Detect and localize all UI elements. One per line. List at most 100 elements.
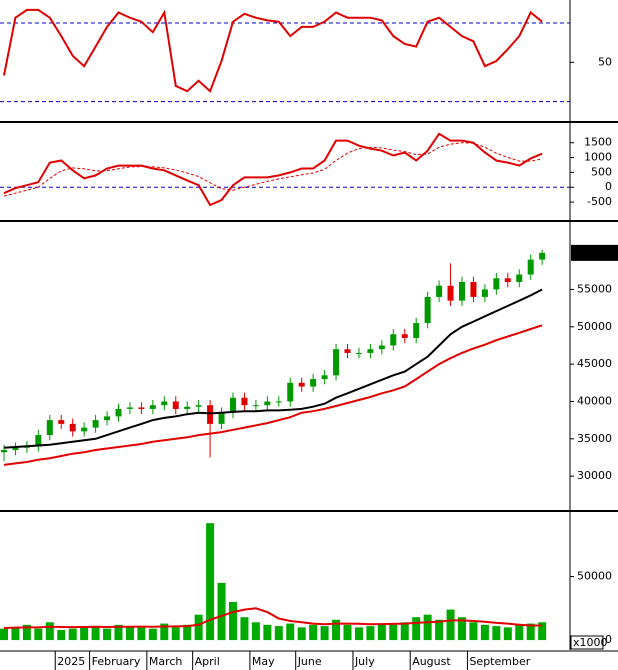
- line-series: [3, 8, 543, 93]
- volume-bar: [125, 627, 134, 641]
- candle-body: [447, 285, 454, 301]
- candle-body: [481, 289, 488, 297]
- candle-body: [104, 416, 111, 421]
- line-series: [3, 324, 543, 466]
- volume-bar: [148, 628, 157, 641]
- candle-body: [58, 420, 65, 424]
- volume-bar: [263, 624, 272, 641]
- volume-bar: [194, 614, 203, 641]
- candle-body: [390, 334, 397, 346]
- volume-bar: [538, 622, 547, 641]
- candle-body: [92, 420, 99, 428]
- volume-bar: [377, 623, 386, 641]
- volume-bar: [366, 626, 375, 641]
- candle-body: [264, 401, 271, 406]
- candle-body: [126, 407, 133, 409]
- y-tick-label: -500: [587, 195, 612, 208]
- x-tick-label: August: [412, 655, 451, 668]
- candle-body: [493, 278, 500, 290]
- volume-bar: [389, 624, 398, 641]
- candle-body: [470, 281, 477, 297]
- volume-bar: [297, 627, 306, 641]
- candle-body: [172, 401, 179, 409]
- y-tick-label: 40000: [577, 394, 612, 407]
- volume-bar: [309, 624, 318, 641]
- volume-bar: [332, 619, 341, 641]
- y-tick-label: 30000: [577, 469, 612, 482]
- candle-body: [401, 334, 408, 338]
- candle-body: [69, 423, 76, 432]
- candle-body: [504, 278, 511, 282]
- volume-bar: [446, 609, 455, 641]
- candle-body: [459, 281, 465, 301]
- candle-body: [321, 375, 328, 380]
- volume-bar: [480, 624, 489, 641]
- volume-bar: [492, 626, 501, 641]
- candle-body: [195, 405, 202, 407]
- candle-body: [184, 406, 191, 409]
- candle-body: [149, 405, 156, 409]
- y-tick-label: 45000: [577, 357, 612, 370]
- last-price-box: [571, 244, 618, 261]
- volume-bar: [458, 617, 466, 641]
- candle-body: [115, 408, 122, 417]
- candle-body: [367, 349, 374, 353]
- volume-bar: [91, 626, 100, 641]
- volume-bar: [229, 601, 237, 641]
- x-tick-label: June: [297, 655, 322, 668]
- candle-body: [138, 407, 145, 409]
- volume-bar: [160, 623, 169, 641]
- candle-body: [12, 447, 19, 451]
- candle-body: [378, 345, 385, 350]
- volume-bar: [217, 582, 226, 641]
- volume-bar: [34, 628, 43, 641]
- candle-body: [1, 450, 7, 453]
- y-tick-label: 1500: [584, 136, 612, 149]
- volume-bar: [423, 614, 432, 641]
- candle-body: [298, 382, 305, 387]
- candle-body: [333, 349, 340, 376]
- volume-bar: [320, 626, 329, 641]
- volume-bar: [240, 617, 249, 641]
- y-tick-label: 1000: [584, 151, 612, 164]
- volume-bar: [206, 523, 215, 641]
- candle-body: [539, 252, 546, 260]
- candle-body: [413, 323, 420, 338]
- last-price-label: 59900.00: [573, 246, 618, 259]
- x-tick-label: September: [469, 655, 530, 668]
- x-tick-label: April: [195, 655, 220, 668]
- x-tick-label: March: [149, 655, 183, 668]
- candle-body: [252, 405, 259, 407]
- volume-bar: [103, 628, 112, 641]
- line-series: [3, 132, 543, 207]
- candle-body: [310, 379, 317, 387]
- y-tick-label: 50000: [577, 570, 612, 583]
- candle-body: [355, 352, 362, 354]
- y-tick-label: 0: [605, 633, 612, 646]
- candle-body: [424, 296, 431, 324]
- candle-body: [275, 401, 282, 403]
- candle-body: [161, 401, 168, 406]
- volume-bar: [251, 622, 260, 641]
- volume-bar: [22, 624, 31, 641]
- candle-body: [344, 349, 351, 353]
- x-tick-label: July: [354, 655, 375, 668]
- volume-bar: [57, 629, 66, 641]
- volume-bar: [80, 627, 89, 641]
- volume-bar: [435, 619, 444, 641]
- volume-bar: [469, 622, 478, 641]
- volume-bar: [274, 626, 283, 641]
- volume-bar: [114, 624, 123, 641]
- volume-bar: [400, 622, 409, 641]
- x-tick-label: February: [92, 655, 141, 668]
- candle-body: [230, 397, 236, 413]
- candle-body: [241, 397, 248, 406]
- volume-bar: [183, 624, 192, 641]
- line-series: [3, 607, 543, 629]
- volume-bar: [286, 623, 295, 641]
- volume-bar: [354, 627, 363, 641]
- x-tick-label: 2025: [57, 655, 85, 668]
- candle-body: [287, 382, 294, 402]
- volume-bar: [171, 627, 180, 641]
